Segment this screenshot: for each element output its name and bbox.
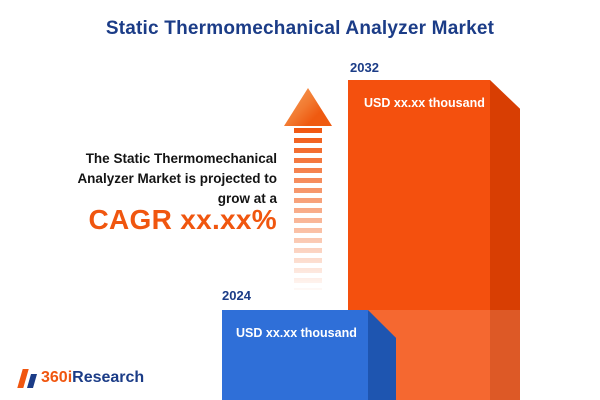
description-line-2: Analyzer Market is projected to [77, 171, 277, 186]
bar-2032-value-label: USD xx.xx thousand [364, 96, 485, 110]
logo-blue-bar-icon [26, 373, 38, 388]
bar-2024-value-label: USD xx.xx thousand [236, 326, 357, 340]
bar-2024-year-label: 2024 [222, 288, 251, 303]
cagr-text: CAGR xx.xx% [88, 204, 277, 235]
brand-logo: 360iResearch [17, 368, 144, 388]
description-text: The Static Thermomechanical Analyzer Mar… [37, 149, 277, 209]
description-line-1: The Static Thermomechanical [85, 151, 277, 166]
logo-prefix: 360i [41, 369, 73, 386]
bar-2024 [222, 310, 368, 400]
bar-2032-year-label: 2032 [350, 60, 379, 75]
brand-logo-icon [17, 368, 38, 388]
brand-logo-text: 360iResearch [41, 368, 144, 388]
bar-2032-side-face [490, 80, 520, 400]
description-line-3: grow at a [217, 191, 277, 206]
growth-arrow-head-icon [284, 88, 332, 126]
page-title: Static Thermomechanical Analyzer Market [105, 18, 495, 39]
logo-suffix: Research [72, 369, 145, 386]
growth-arrow-stem-icon [294, 128, 322, 290]
